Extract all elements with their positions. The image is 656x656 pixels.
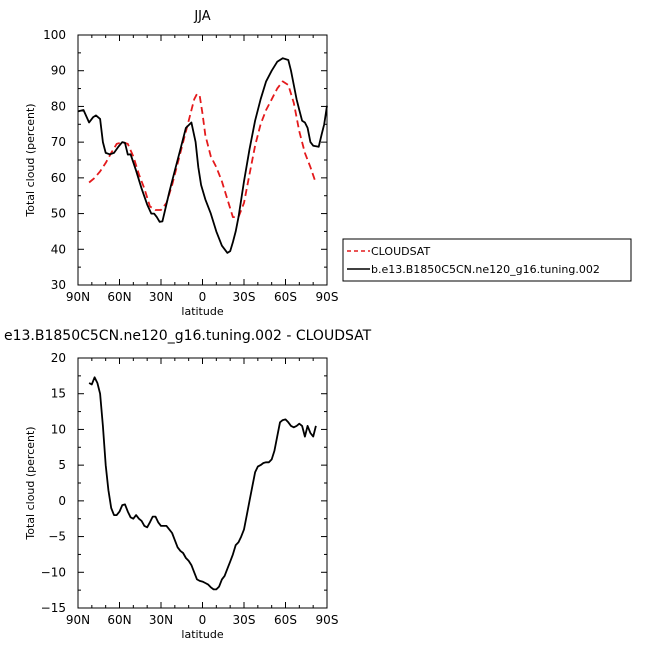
legend-box [342, 238, 632, 282]
series-line-difference [88, 376, 317, 591]
y-tick-label: 40 [51, 242, 66, 256]
x-tick-label: 60S [274, 613, 297, 627]
y-tick-label: 15 [51, 387, 66, 401]
x-tick-label: 60S [274, 290, 297, 304]
plot-frame [77, 357, 328, 609]
plot-frame [77, 34, 328, 286]
x-tick-label: 60N [107, 613, 131, 627]
y-tick-label: 10 [51, 422, 66, 436]
x-tick-label: 90N [66, 613, 90, 627]
x-tick-label: 30S [233, 613, 256, 627]
x-tick-label: 90S [316, 290, 339, 304]
x-tick-label: 90N [66, 290, 90, 304]
y-tick-label: 5 [58, 458, 66, 472]
y-tick-label: 60 [51, 171, 66, 185]
y-tick-label: 20 [51, 351, 66, 365]
x-tick-label: 0 [199, 290, 207, 304]
series-line-cloudsat [88, 80, 317, 219]
y-tick-label: 100 [43, 28, 66, 42]
x-tick-label: 30N [149, 290, 173, 304]
x-tick-label: 30S [233, 290, 256, 304]
x-axis-label: latitude [181, 305, 223, 318]
y-tick-label: 80 [51, 99, 66, 113]
legend-label: b.e13.B1850C5CN.ne120_g16.tuning.002 [371, 263, 600, 276]
x-tick-label: 0 [199, 613, 207, 627]
x-axis-label: latitude [181, 628, 223, 641]
chart-title: JJA [193, 9, 210, 24]
legend-label: CLOUDSAT [371, 245, 430, 258]
y-tick-label: −10 [41, 565, 66, 579]
y-axis-label: Total cloud (percent) [24, 103, 37, 217]
x-tick-label: 30N [149, 613, 173, 627]
chart-title: e13.B1850C5CN.ne120_g16.tuning.002 - CLO… [4, 328, 372, 344]
x-tick-label: 90S [316, 613, 339, 627]
y-axis-label: Total cloud (percent) [24, 426, 37, 540]
y-tick-label: −5 [48, 530, 66, 544]
y-tick-label: 0 [58, 494, 66, 508]
x-tick-label: 60N [107, 290, 131, 304]
y-tick-label: 70 [51, 135, 66, 149]
y-tick-label: 50 [51, 207, 66, 221]
y-tick-label: 30 [51, 278, 66, 292]
series-line-b-e13-b1850c5cn-ne120-g16-tuning-002 [77, 57, 328, 254]
y-tick-label: −15 [41, 601, 66, 615]
y-tick-label: 90 [51, 64, 66, 78]
